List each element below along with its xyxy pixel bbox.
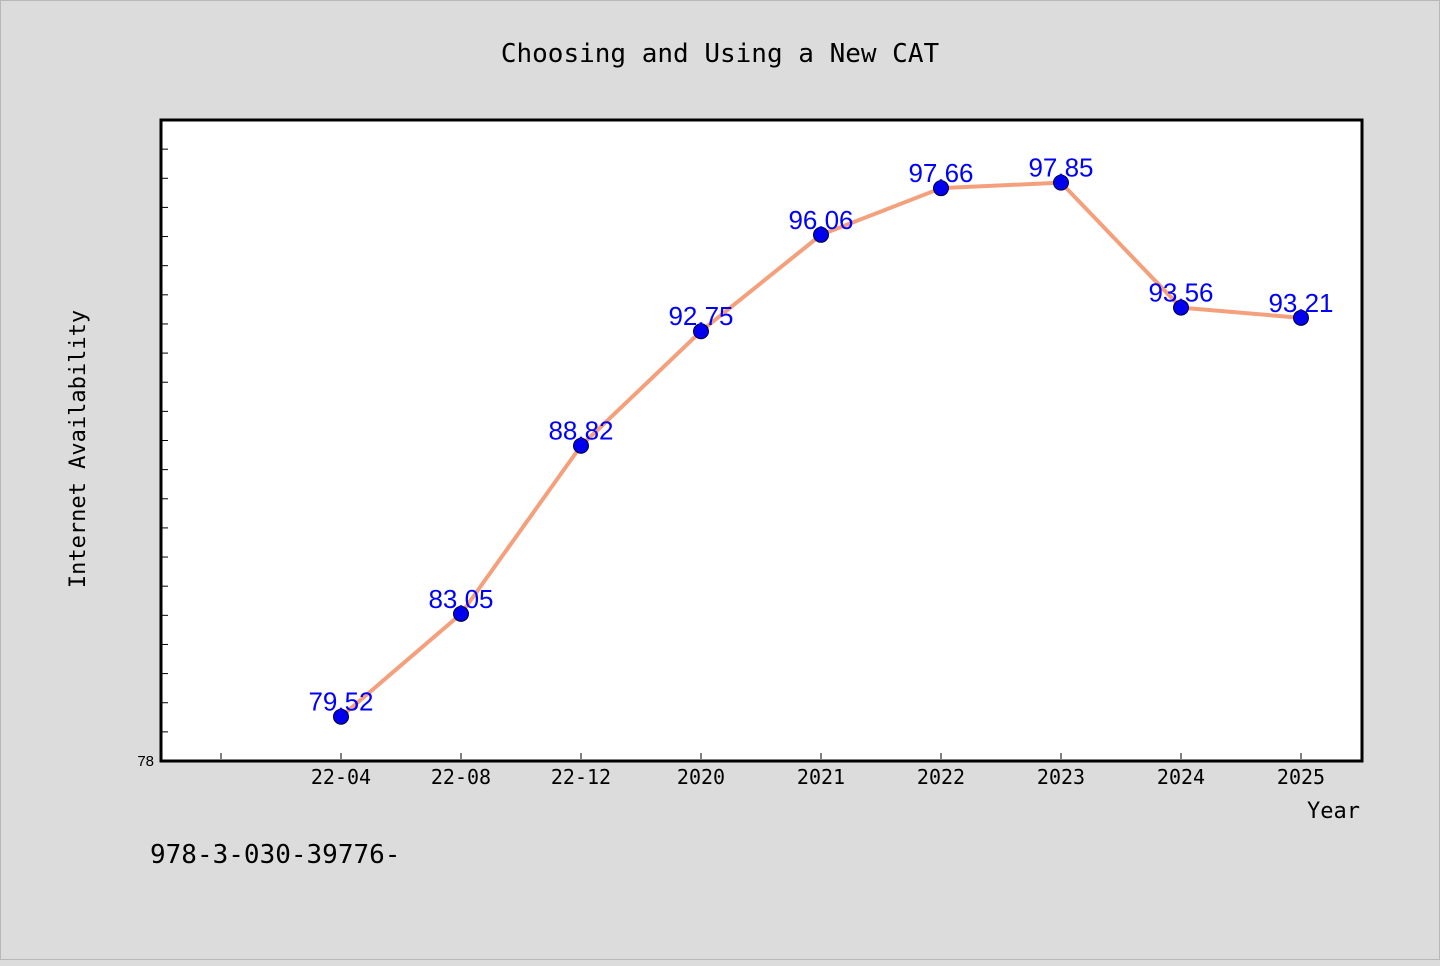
data-label: 88.82 bbox=[548, 416, 613, 446]
data-label: 92.75 bbox=[668, 301, 733, 331]
data-point bbox=[1173, 299, 1189, 316]
data-point bbox=[933, 180, 949, 197]
x-tick-label: 22-08 bbox=[431, 765, 491, 789]
x-tick-label: 2021 bbox=[797, 765, 845, 789]
data-point bbox=[1053, 174, 1069, 191]
x-tick-label: 2025 bbox=[1277, 765, 1325, 789]
data-label: 83.05 bbox=[428, 584, 493, 614]
x-axis-ticks: 22-04 22-08 22-12 2020 2021 2022 2023 2024 2025 bbox=[220, 753, 1325, 789]
data-point bbox=[693, 323, 709, 340]
x-tick-label: 2023 bbox=[1037, 765, 1085, 789]
data-point bbox=[813, 226, 829, 243]
x-tick-label: 22-04 bbox=[311, 765, 371, 789]
plot-area bbox=[159, 118, 1364, 763]
x-tick-label: 2020 bbox=[677, 765, 725, 789]
chart-title: Choosing and Using a New CAT bbox=[501, 39, 940, 69]
data-label: 93.56 bbox=[1148, 278, 1213, 308]
data-label: 93.21 bbox=[1268, 288, 1333, 318]
y-axis-ticks: 78 bbox=[137, 119, 168, 770]
x-tick-label: 2024 bbox=[1157, 765, 1205, 789]
y-axis-title: Internet Availability bbox=[66, 310, 91, 588]
data-label: 97.66 bbox=[908, 158, 973, 188]
data-point bbox=[453, 605, 469, 622]
data-label: 96.06 bbox=[788, 205, 853, 235]
y-tick-label: 78 bbox=[137, 753, 154, 770]
data-point bbox=[1293, 309, 1309, 326]
data-point bbox=[573, 437, 589, 454]
data-label: 97.85 bbox=[1028, 153, 1093, 183]
data-label: 79.52 bbox=[308, 687, 373, 717]
x-tick-label: 2022 bbox=[917, 765, 965, 789]
x-axis-title: Year bbox=[1307, 799, 1360, 824]
series-layer: 79.52 83.05 88.82 92.75 96.06 97.66 97.85 93.56… bbox=[308, 153, 1334, 725]
data-point bbox=[333, 708, 349, 725]
x-tick-label: 22-12 bbox=[551, 765, 611, 789]
footnote-isbn: 978-3-030-39776- bbox=[150, 840, 400, 870]
